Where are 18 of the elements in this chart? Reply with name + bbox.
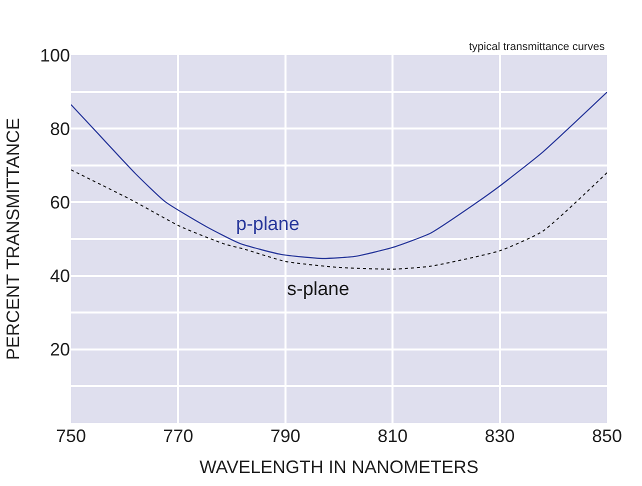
y-tick-label: 40 [50, 266, 70, 286]
y-tick-label: 60 [50, 192, 70, 212]
x-tick-label: 750 [56, 426, 86, 446]
x-tick-label: 810 [378, 426, 408, 446]
y-tick-label: 20 [50, 340, 70, 360]
y-tick-label: 80 [50, 118, 70, 139]
x-tick-label: 830 [484, 426, 515, 446]
y-tick-label: 100 [40, 45, 70, 66]
x-axis-title: WAVELENGTH IN NANOMETERS [199, 457, 479, 478]
line-series [71, 92, 607, 260]
x-tick-label: 850 [592, 426, 622, 446]
x-tick-label: 770 [163, 426, 194, 446]
x-tick-label: 790 [270, 426, 300, 446]
series-label: p-plane [236, 214, 300, 235]
text: typical transmittance curves [469, 41, 606, 53]
line-series [71, 169, 607, 270]
y-axis-title: PERCENT TRANSMITTANCE [3, 118, 24, 360]
series-label: s-plane [287, 279, 350, 300]
